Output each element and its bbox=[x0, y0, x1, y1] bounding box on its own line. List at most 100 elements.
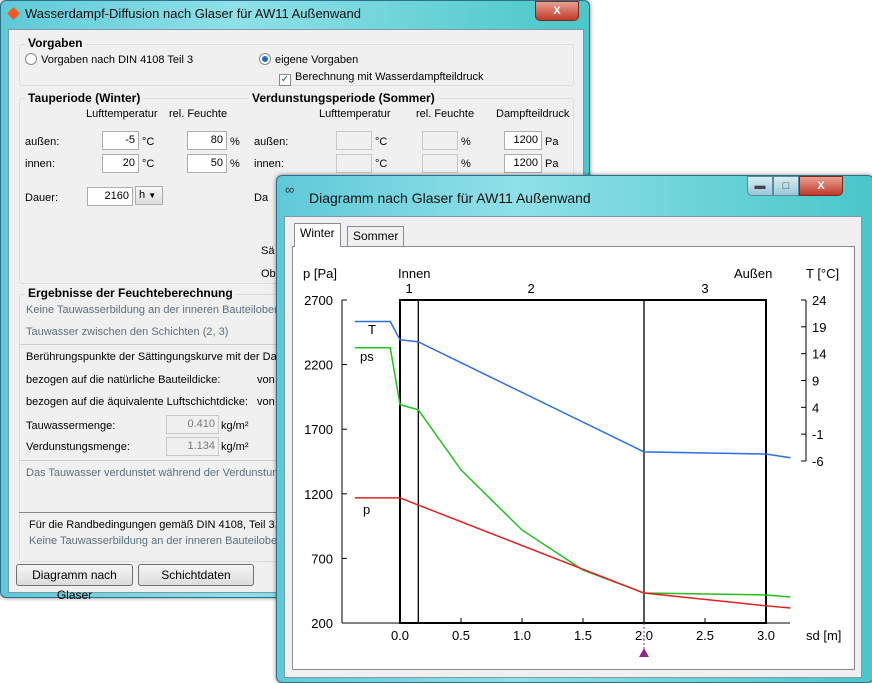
unit-kg: kg/m² bbox=[221, 441, 249, 453]
label-dauer-sommer: Da bbox=[254, 192, 269, 204]
label-innen: innen: bbox=[25, 158, 55, 170]
x-tick-label: 0.0 bbox=[391, 628, 409, 643]
sommer-innen-rh-input[interactable] bbox=[422, 154, 458, 173]
y-tick-label-right: 24 bbox=[812, 293, 826, 308]
result-line: Für die Randbedingungen gemäß DIN 4108, … bbox=[29, 519, 288, 531]
radio-button[interactable] bbox=[25, 53, 37, 65]
x-tick-label: 1.0 bbox=[513, 628, 531, 643]
winter-heading: Tauperiode (Winter) bbox=[25, 91, 144, 105]
diagramm-button[interactable]: Diagramm nach Glaser bbox=[16, 564, 133, 602]
chart-client-area: Winter Sommer bbox=[284, 216, 862, 678]
result-line: Keine Tauwasserbildung an der inneren Ba… bbox=[29, 535, 287, 547]
x-tick-label: 2.5 bbox=[696, 628, 714, 643]
vorgaben-heading: Vorgaben bbox=[25, 36, 86, 50]
result-line: bezogen auf die natürliche Bauteildicke: bbox=[26, 374, 221, 386]
chart-window: ∞ Diagramm nach Glaser für AW11 Außenwan… bbox=[276, 175, 872, 683]
x-tick-label: 0.5 bbox=[452, 628, 470, 643]
sommer-aussen-temp-input[interactable] bbox=[336, 131, 372, 150]
chevron-down-icon: ▼ bbox=[148, 191, 157, 200]
col-rel-feuchte: rel. Feuchte bbox=[169, 108, 228, 120]
y-tick-label-left: 700 bbox=[311, 551, 333, 566]
von-label: von bbox=[257, 374, 275, 386]
y-tick-label-right: 9 bbox=[812, 374, 819, 389]
unit-pct: % bbox=[461, 136, 471, 148]
marker-triangle-icon bbox=[639, 648, 649, 657]
close-button[interactable]: X bbox=[535, 1, 579, 21]
series-ps-line bbox=[354, 347, 791, 598]
unit-pct: % bbox=[461, 158, 471, 170]
y-tick-label-right: -6 bbox=[812, 454, 824, 469]
y-tick-label-left: 2200 bbox=[304, 358, 333, 373]
unit-c: °C bbox=[142, 158, 155, 170]
label-innen: Innen bbox=[398, 266, 431, 281]
sommer-innen-temp-input[interactable] bbox=[336, 154, 372, 173]
label-oberflaeche: Ob bbox=[261, 268, 276, 280]
layer-label: 2 bbox=[528, 281, 535, 296]
col-lufttemperatur-sommer: Lufttemperatur bbox=[319, 108, 391, 120]
tab-sommer[interactable]: Sommer bbox=[347, 226, 405, 246]
layer-label: 3 bbox=[701, 281, 708, 296]
unit-pct: % bbox=[230, 136, 240, 148]
sommer-aussen-p-input[interactable]: 1200 bbox=[504, 131, 542, 150]
col-lufttemperatur: Lufttemperatur bbox=[86, 108, 158, 120]
radio-din[interactable]: Vorgaben nach DIN 4108 Teil 3 bbox=[25, 53, 193, 66]
window-title: Wasserdampf-Diffusion nach Glaser für AW… bbox=[25, 6, 361, 21]
radio-eigene[interactable]: eigene Vorgaben bbox=[259, 53, 358, 66]
label-aussen-sommer: außen: bbox=[254, 136, 289, 148]
von-label: von bbox=[257, 396, 275, 408]
sommer-innen-p-input[interactable]: 1200 bbox=[504, 154, 542, 173]
minimize-button[interactable]: ▬ bbox=[747, 176, 773, 196]
winter-innen-rh-input[interactable]: 50 bbox=[187, 154, 227, 173]
dauer-unit-select[interactable]: h ▼ bbox=[135, 186, 163, 205]
series-T-label: T bbox=[368, 322, 376, 337]
layer-label: 1 bbox=[406, 281, 413, 296]
ylabel-left: p [Pa] bbox=[303, 266, 337, 281]
y-tick-label-left: 1200 bbox=[304, 487, 333, 502]
winter-aussen-rh-input[interactable]: 80 bbox=[187, 131, 227, 150]
y-tick-label-right: 19 bbox=[812, 320, 826, 335]
maximize-button[interactable]: □ bbox=[773, 176, 799, 196]
label-aussen: außen: bbox=[25, 136, 60, 148]
series-ps-label: ps bbox=[360, 349, 374, 364]
results-heading: Ergebnisse der Feuchteberechnung bbox=[25, 286, 236, 300]
unit-c: °C bbox=[375, 136, 388, 148]
chart-close-button[interactable]: X bbox=[799, 176, 843, 196]
sommer-heading: Verdunstungsperiode (Sommer) bbox=[249, 91, 438, 105]
chart-window-title: Diagramm nach Glaser für AW11 Außenwand bbox=[309, 190, 591, 206]
y-tick-label-right: -1 bbox=[812, 427, 824, 442]
winter-aussen-temp-input[interactable]: -5 bbox=[102, 131, 139, 150]
sommer-aussen-rh-input[interactable] bbox=[422, 131, 458, 150]
y-tick-label-left: 1700 bbox=[304, 422, 333, 437]
unit-pct: % bbox=[230, 158, 240, 170]
result-line: Berührungspunkte der Sättingungskurve mi… bbox=[26, 351, 286, 363]
tab-winter[interactable]: Winter bbox=[294, 223, 341, 247]
col-dampfteildruck: Dampfteildruck bbox=[496, 108, 570, 120]
series-p-line bbox=[354, 497, 791, 609]
label-aussen: Außen bbox=[734, 266, 772, 281]
dauer-input[interactable]: 2160 bbox=[87, 187, 133, 206]
y-tick-label-right: 4 bbox=[812, 400, 819, 415]
result-line: Das Tauwasser verdunstet während der Ver… bbox=[26, 467, 285, 479]
unit-c: °C bbox=[375, 158, 388, 170]
checkbox-checked-icon[interactable]: ✓ bbox=[279, 74, 291, 86]
result-line: Keine Tauwasserbildung an der inneren Ba… bbox=[26, 304, 290, 316]
winter-innen-temp-input[interactable]: 20 bbox=[102, 154, 139, 173]
x-tick-label: 1.5 bbox=[574, 628, 592, 643]
tauwassermenge-label: Tauwassermenge: bbox=[26, 420, 116, 432]
schichtdaten-button[interactable]: Schichtdaten bbox=[138, 564, 254, 586]
unit-pa: Pa bbox=[545, 158, 559, 170]
y-tick-label-right: 14 bbox=[812, 347, 826, 362]
radio-button-selected[interactable] bbox=[259, 53, 271, 65]
label-saettigung: Sä bbox=[261, 245, 275, 257]
result-line: bezogen auf die äquivalente Luftschichtd… bbox=[26, 396, 248, 408]
series-p-label: p bbox=[363, 502, 370, 517]
label-innen-sommer: innen: bbox=[254, 158, 284, 170]
y-tick-label-left: 2700 bbox=[304, 293, 333, 308]
checkbox-wasserdampfteildruck[interactable]: ✓ Berechnung mit Wasserdampfteildruck bbox=[279, 71, 484, 86]
unit-kg: kg/m² bbox=[221, 420, 249, 432]
tauwassermenge-value: 0.410 bbox=[166, 415, 219, 434]
result-line: Tauwasser zwischen den Schichten (2, 3) bbox=[26, 326, 229, 338]
unit-c: °C bbox=[142, 136, 155, 148]
series-T-line bbox=[354, 320, 791, 459]
